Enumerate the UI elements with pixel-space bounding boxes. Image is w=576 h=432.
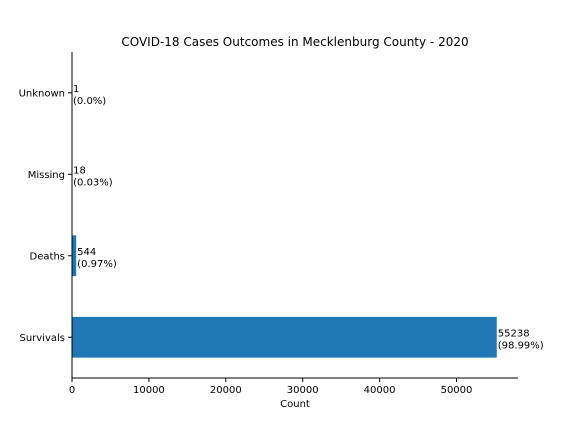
- bar-deaths: [72, 235, 77, 277]
- y-tick-label: Missing: [28, 170, 65, 181]
- data-label-percent: (98.99%): [498, 340, 544, 351]
- bars-group: [72, 72, 497, 358]
- data-labels: 55238(98.99%) 544(0.97%) 18(0.03%) 1(0.0%): [73, 84, 544, 352]
- y-tick-label: Unknown: [19, 88, 65, 99]
- x-axis-label: Count: [280, 399, 310, 410]
- x-tick-label: 10000: [133, 385, 165, 396]
- data-label-count: 55238: [498, 328, 530, 339]
- x-tick-label: 30000: [287, 385, 319, 396]
- x-tick-label: 50000: [441, 385, 473, 396]
- data-label-percent: (0.97%): [77, 259, 117, 270]
- x-tick-label: 20000: [210, 385, 242, 396]
- chart-title: COVID-18 Cases Outcomes in Mecklenburg C…: [121, 35, 468, 49]
- bar-survivals: [72, 316, 497, 358]
- x-tick-label: 40000: [364, 385, 396, 396]
- x-tick-label: 0: [69, 385, 75, 396]
- data-label-percent: (0.03%): [73, 177, 113, 188]
- y-tick-label: Deaths: [30, 251, 65, 262]
- data-label-count: 1: [73, 84, 79, 95]
- x-ticks: 0 10000 20000 30000 40000 50000: [69, 378, 473, 396]
- y-tick-labels: Survivals Deaths Missing Unknown: [19, 88, 72, 344]
- data-label-count: 544: [77, 247, 96, 258]
- y-tick-label: Survivals: [19, 333, 65, 344]
- data-label-count: 18: [73, 165, 86, 176]
- data-label-percent: (0.0%): [73, 96, 106, 107]
